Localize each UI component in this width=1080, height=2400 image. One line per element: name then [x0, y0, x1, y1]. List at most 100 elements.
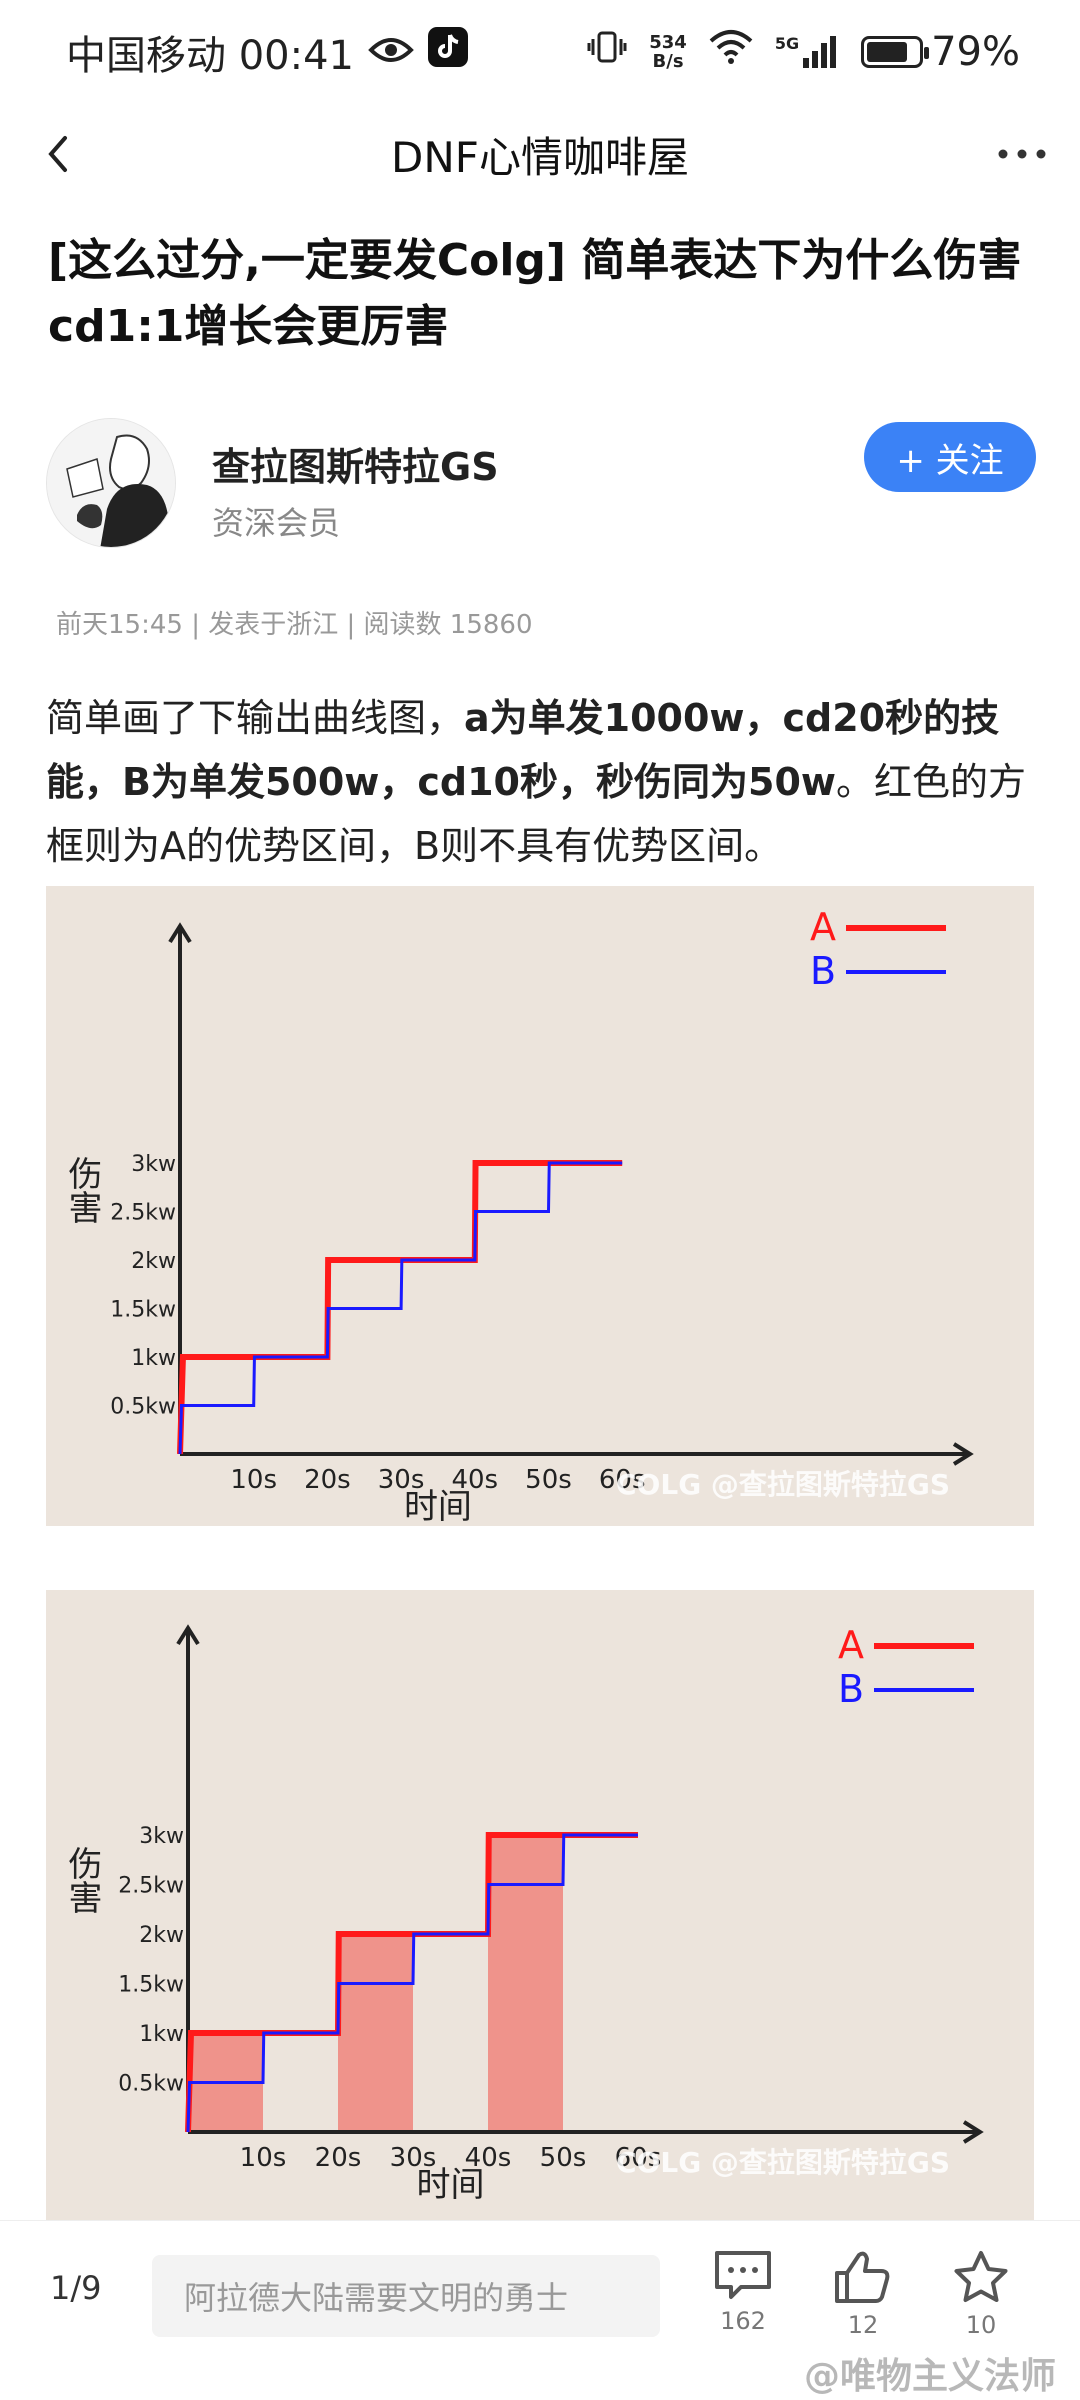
battery-level	[867, 42, 907, 62]
x-tick-label: 60s	[599, 1465, 646, 1495]
chevron-left-icon	[48, 136, 67, 172]
x-tick-label: 10s	[230, 1465, 277, 1495]
carrier-time: 中国移动 00:41	[66, 33, 354, 79]
legend-label-a: A	[838, 1623, 864, 1667]
x-tick-label: 50s	[540, 2143, 587, 2173]
vibrate-icon	[587, 27, 627, 77]
x-tick-label: 10s	[240, 2143, 287, 2173]
wifi-icon	[709, 29, 753, 75]
star-icon	[954, 2251, 1008, 2302]
bottom-bar: 1/9 阿拉德大陆需要文明的勇士 162 12 10 @唯物主义法师	[0, 2220, 1080, 2400]
star-count: 10	[965, 2311, 997, 2339]
y-tick-label: 0.5kw	[110, 1395, 176, 1420]
net-speed-unit: B/s	[652, 51, 684, 72]
chart-image-2[interactable]: 0.5kw 1kw 1.5kw 2kw 2.5kw 3kw 10s 20s 30s 40s 50s 6…	[46, 1590, 1034, 2220]
image-watermark: COLG @查拉图斯特拉GS	[616, 2146, 950, 2179]
y-tick-label: 3kw	[139, 1824, 184, 1849]
y-tick-label: 2kw	[131, 1249, 176, 1274]
x-tick-label: 50s	[525, 1465, 572, 1495]
y-tick-label: 3kw	[131, 1152, 176, 1177]
avatar-image	[47, 419, 175, 547]
y-tick-label: 1kw	[139, 2022, 184, 2047]
body-text-bold: a为单发1000w，cd20秒的技能，B为单发500w，cd10秒，秒伤同为50…	[46, 696, 1000, 804]
eye-icon	[368, 29, 414, 75]
y-tick-label: 2.5kw	[118, 1874, 184, 1899]
series-line-b	[186, 1833, 638, 2133]
status-bar: 中国移动 00:41 534 B/s 5G 79%	[0, 0, 1080, 104]
avatar[interactable]	[46, 418, 176, 548]
author-section: 查拉图斯特拉GS 资深会员 + 关注	[46, 418, 1036, 548]
body-text-2: 。红色的方框则为A的优势区间，B则不具有优势区间。	[46, 760, 1027, 868]
y-tick-label: 2kw	[139, 1923, 184, 1948]
network-type: 5G	[774, 34, 800, 53]
author-level: 资深会员	[212, 504, 341, 542]
legend-label-b: B	[810, 949, 836, 993]
damage-chart-2: 0.5kw 1kw 1.5kw 2kw 2.5kw 3kw 10s 20s 30s 40s 50s 6…	[62, 1623, 984, 2205]
series-line-a	[177, 1160, 623, 1455]
x-tick-label: 20s	[315, 2143, 362, 2173]
like-count: 12	[847, 2311, 879, 2339]
body-text-1: 简单画了下输出曲线图，	[46, 696, 465, 740]
top-nav: DNF心情咖啡屋	[0, 104, 1080, 204]
y-axis-arrow	[168, 922, 192, 944]
x-axis-arrow	[962, 2120, 984, 2144]
x-tick-label: 40s	[465, 2143, 512, 2173]
status-right: 534 B/s 5G 79%	[587, 27, 1020, 77]
forum-title: DNF心情咖啡屋	[391, 132, 689, 182]
x-tick-label: 30s	[378, 1465, 425, 1495]
tiktok-icon	[428, 27, 468, 77]
footer-watermark-text: @唯物主义法师	[803, 2356, 1056, 2397]
chart-image-1[interactable]: 0.5kw 1kw 1.5kw 2kw 2.5kw 3kw 10s 20s 30s 40s 50s 6…	[46, 886, 1034, 1526]
comment-input[interactable]: 阿拉德大陆需要文明的勇士	[152, 2255, 660, 2337]
y-tick-label: 1kw	[131, 1346, 176, 1371]
y-axis-label: 伤害	[62, 1846, 102, 1914]
y-axis-arrow	[176, 1624, 200, 1646]
net-speed: 534 B/s	[649, 33, 687, 71]
image-watermark: COLG @查拉图斯特拉GS	[616, 1468, 950, 1501]
highlight-region-3	[488, 1835, 563, 2132]
comment-placeholder: 阿拉德大陆需要文明的勇士	[184, 2279, 569, 2317]
x-tick-label: 60s	[615, 2143, 662, 2173]
x-axis-label: 时间	[404, 1487, 472, 1526]
signal-icon	[803, 36, 837, 68]
x-axis-label: 时间	[417, 2165, 485, 2205]
more-button[interactable]	[990, 126, 1054, 182]
x-tick-label: 20s	[304, 1465, 351, 1495]
battery-percent: 79%	[931, 29, 1020, 75]
post-meta: 前天15:45 | 发表于浙江 | 阅读数 15860	[56, 610, 533, 640]
series-line-b	[178, 1161, 623, 1455]
status-left: 中国移动 00:41	[66, 23, 468, 81]
comment-button[interactable]: 162	[698, 2249, 788, 2335]
author-name[interactable]: 查拉图斯特拉GS	[212, 445, 499, 489]
legend-label-b: B	[838, 1667, 864, 1711]
series-line-a	[185, 1832, 638, 2133]
damage-chart-1: 0.5kw 1kw 1.5kw 2kw 2.5kw 3kw 10s 20s 30s 40s 50s 6…	[62, 905, 974, 1526]
x-axis-arrow	[952, 1442, 974, 1466]
y-tick-label: 2.5kw	[110, 1201, 176, 1226]
follow-label: + 关注	[896, 440, 1004, 481]
favorite-button[interactable]: 10	[936, 2249, 1026, 2339]
comment-count: 162	[720, 2307, 766, 2335]
battery-icon	[861, 36, 930, 68]
net-speed-value: 534	[649, 32, 687, 53]
x-tick-label: 30s	[390, 2143, 437, 2173]
page-indicator[interactable]: 1/9	[50, 2269, 102, 2307]
thumbs-up-icon	[835, 2251, 890, 2303]
comment-icon	[715, 2251, 771, 2299]
more-dots-icon	[998, 149, 1046, 159]
y-tick-label: 1.5kw	[118, 1973, 184, 1998]
x-tick-label: 40s	[451, 1465, 498, 1495]
battery: 79%	[861, 29, 1020, 75]
like-button[interactable]: 12	[818, 2249, 908, 2339]
legend-label-a: A	[810, 905, 836, 949]
footer-watermark: @唯物主义法师	[804, 2347, 1056, 2399]
y-axis-label: 伤害	[62, 1156, 102, 1224]
post-body: 简单画了下输出曲线图，a为单发1000w，cd20秒的技能，B为单发500w，c…	[46, 686, 1036, 878]
post-title: [这么过分,一定要发Colg] 简单表达下为什么伤害cd1:1增长会更厉害	[48, 235, 1022, 352]
y-tick-label: 1.5kw	[110, 1298, 176, 1323]
y-tick-label: 0.5kw	[118, 2072, 184, 2097]
cell-signal: 5G	[775, 34, 839, 70]
highlight-region-2	[338, 1934, 413, 2132]
back-button[interactable]	[30, 126, 86, 182]
follow-button[interactable]: + 关注	[864, 422, 1036, 492]
